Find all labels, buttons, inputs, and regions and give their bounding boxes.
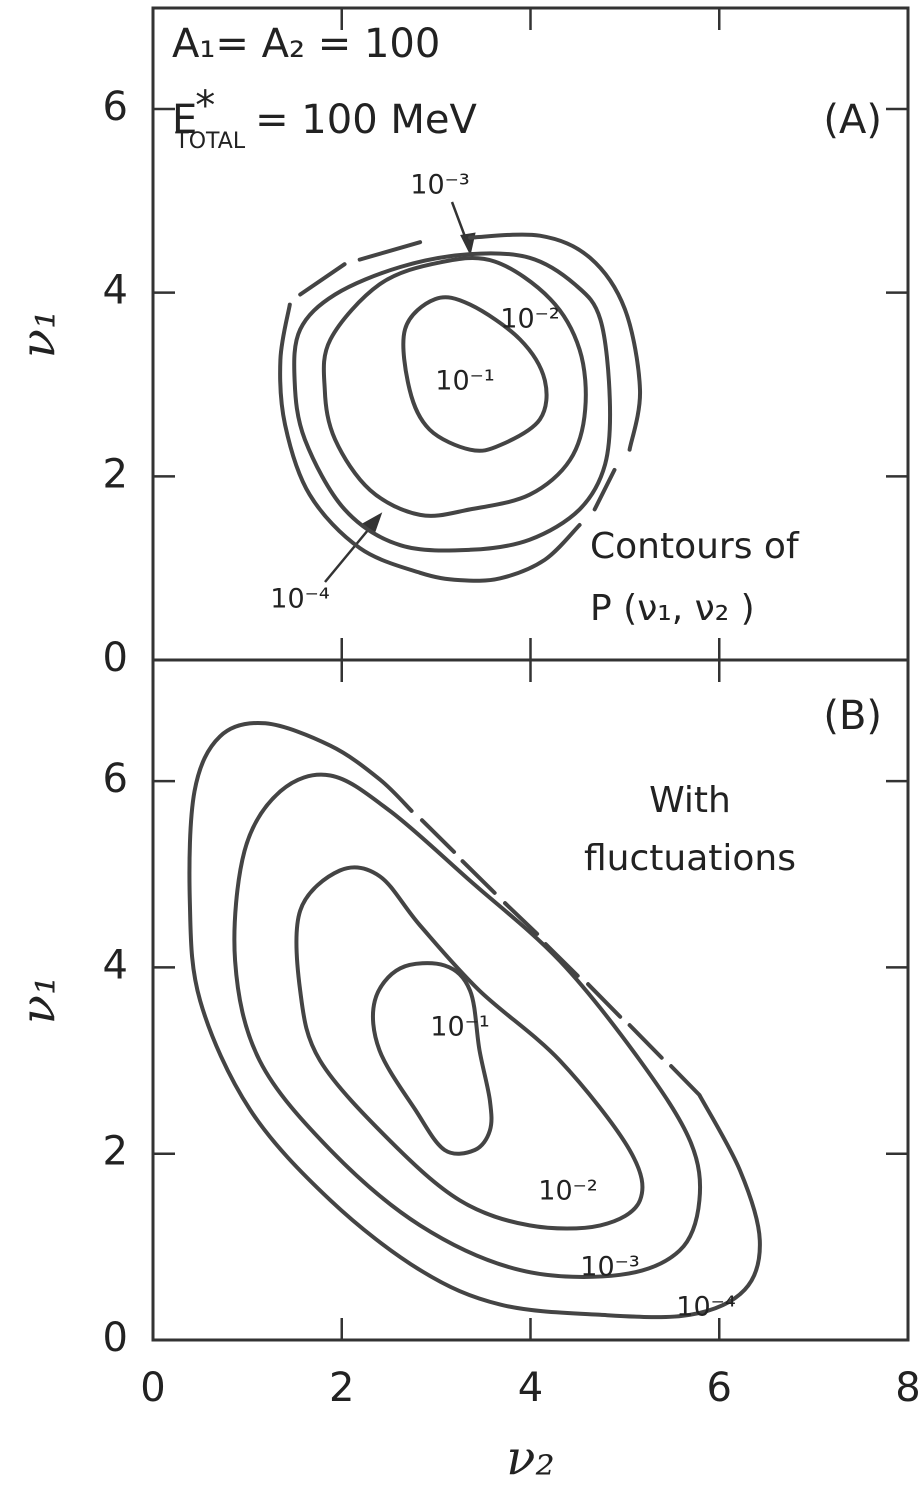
x-tick-label: 6 xyxy=(707,1365,732,1411)
contour-line xyxy=(401,295,549,453)
x-tick-label: 2 xyxy=(329,1365,354,1411)
x-tick-label: 8 xyxy=(895,1365,920,1411)
panel-label: (B) xyxy=(823,693,882,739)
y-tick-label: 6 xyxy=(103,756,128,802)
annotation: P (ν₁, ν₂ ) xyxy=(590,588,755,629)
y-tick-label: 4 xyxy=(103,268,128,314)
contour-label: 10⁻¹ xyxy=(430,1012,489,1043)
contour-line xyxy=(278,232,643,583)
contour-label: 10⁻² xyxy=(538,1176,597,1207)
y-tick-label: 0 xyxy=(103,635,128,681)
y-axis-label: ν₁ xyxy=(11,310,67,358)
contour-line xyxy=(187,720,762,1320)
contour-label: 10⁻³ xyxy=(410,170,469,201)
annotation: fluctuations xyxy=(584,838,796,879)
energy-value: = 100 MeV xyxy=(255,97,477,143)
contour-line xyxy=(292,251,613,553)
contour-label: 10⁻² xyxy=(500,304,559,335)
contour-label: 10⁻¹ xyxy=(435,366,494,397)
energy-superscript: * xyxy=(195,83,215,129)
contour-label: 10⁻⁴ xyxy=(676,1292,735,1323)
x-axis-label: ν₂ xyxy=(506,1431,554,1487)
energy-symbol: E xyxy=(172,97,197,143)
energy-note: E* TOTAL = 100 MeV xyxy=(172,83,477,154)
annotation: With xyxy=(649,780,731,821)
contour-line xyxy=(232,772,703,1279)
x-tick-label: 0 xyxy=(140,1365,165,1411)
contour-label: 10⁻⁴ xyxy=(270,584,329,615)
y-axis-label: ν₁ xyxy=(11,976,67,1024)
contour-line xyxy=(321,256,588,518)
y-tick-label: 4 xyxy=(103,942,128,988)
contour-label: 10⁻³ xyxy=(580,1252,639,1283)
energy-subscript: TOTAL xyxy=(174,129,246,154)
contour-line xyxy=(370,961,494,1156)
panel-label: (A) xyxy=(823,97,882,143)
x-tick-label: 4 xyxy=(518,1365,543,1411)
contour-line xyxy=(294,865,645,1231)
masses-note: A₁= A₂ = 100 xyxy=(172,21,440,67)
y-tick-label: 2 xyxy=(103,451,128,497)
y-tick-label: 0 xyxy=(103,1315,128,1361)
annotation: Contours of xyxy=(590,526,800,567)
y-tick-label: 6 xyxy=(103,84,128,130)
y-tick-label: 2 xyxy=(103,1129,128,1175)
